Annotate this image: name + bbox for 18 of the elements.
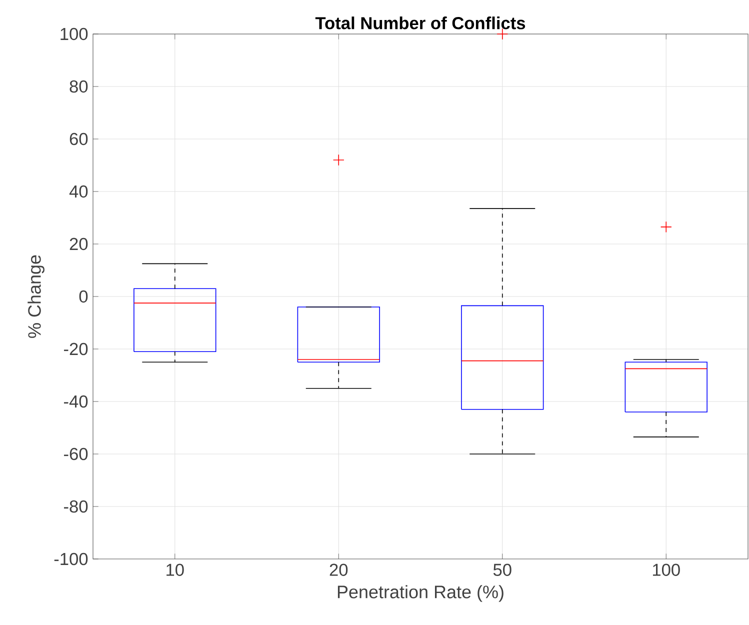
y-tick-label: 20	[70, 238, 88, 250]
x-tick-label: 50	[493, 564, 512, 576]
y-tick-label: 100	[60, 28, 88, 40]
y-axis-title: % Change	[28, 255, 44, 338]
y-tick-label: 40	[69, 185, 88, 198]
y-tick-label: 80	[70, 80, 88, 93]
y-tick-label: -20	[64, 342, 88, 356]
y-tick-label: 60	[70, 132, 88, 146]
y-tick-label: -60	[64, 448, 88, 460]
y-tick-label: -80	[64, 500, 88, 513]
y-tick-label: -100	[54, 552, 88, 566]
x-tick-label: 10	[166, 564, 184, 576]
y-tick-label: 0	[79, 290, 88, 303]
chart-title: Total Number of Conflicts	[315, 16, 526, 30]
x-tick-label: 100	[652, 564, 680, 576]
x-axis-title: Penetration Rate (%)	[338, 585, 504, 602]
x-tick-label: 20	[330, 564, 348, 576]
y-tick-label: -40	[64, 395, 88, 408]
